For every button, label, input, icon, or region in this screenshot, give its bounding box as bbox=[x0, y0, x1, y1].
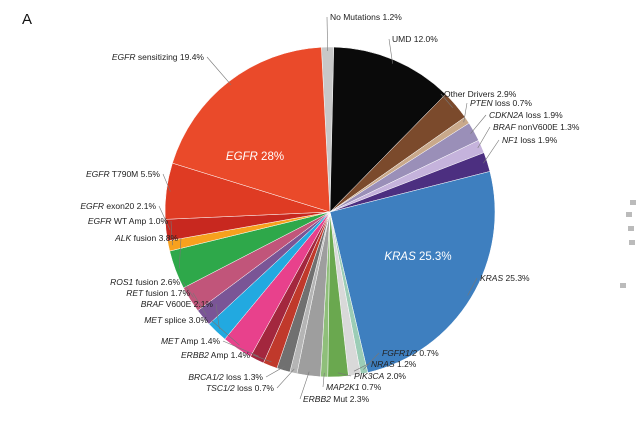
slice-kras-25-3 bbox=[329, 171, 496, 373]
slice-label: EGFR T790M 5.5% bbox=[86, 169, 160, 179]
leader-line bbox=[463, 102, 468, 123]
leader-line bbox=[483, 139, 500, 164]
leader-line bbox=[265, 366, 285, 378]
leader-line bbox=[158, 205, 171, 230]
inner-label: KRAS 25.3% bbox=[384, 251, 451, 263]
slice-label: MAP2K1 0.7% bbox=[326, 382, 382, 392]
slice-label: EGFR sensitizing 19.4% bbox=[112, 52, 205, 62]
slice-label: TSC1/2 loss 0.7% bbox=[206, 383, 274, 393]
panel-label: A bbox=[22, 11, 32, 28]
leader-line bbox=[192, 292, 207, 316]
slice-label: KRAS 25.3% bbox=[480, 273, 530, 283]
leader-line bbox=[467, 277, 478, 296]
leader-line bbox=[299, 371, 310, 400]
leader-lines bbox=[158, 16, 500, 400]
leader-line bbox=[222, 340, 259, 357]
leader-line bbox=[388, 38, 393, 64]
slice-label: PIK3CA 2.0% bbox=[354, 371, 406, 381]
leader-line bbox=[363, 352, 380, 370]
leader-line bbox=[210, 319, 240, 346]
leader-line bbox=[337, 372, 352, 377]
slice-label: CDKN2A loss 1.9% bbox=[489, 110, 563, 120]
leader-line bbox=[276, 368, 295, 389]
slice-label: ERBB2 Mut 2.3% bbox=[303, 394, 370, 404]
slice-label: No Mutations 1.2% bbox=[330, 12, 402, 22]
slice-umd-12-0 bbox=[329, 46, 446, 213]
slice-label: MET splice 3.0% bbox=[144, 315, 208, 325]
slice-label: ROS1 fusion 2.6% bbox=[110, 277, 180, 287]
cropped-mark bbox=[628, 226, 634, 231]
cropped-panel-edge bbox=[620, 200, 636, 288]
cropped-mark bbox=[630, 200, 636, 205]
slice-label: BRCA1/2 loss 1.3% bbox=[188, 372, 263, 382]
cropped-mark bbox=[626, 212, 632, 217]
inner-label: EGFR 28% bbox=[226, 151, 284, 163]
cropped-mark bbox=[620, 283, 626, 288]
slice-label: NF1 loss 1.9% bbox=[502, 135, 558, 145]
slice-label: MET Amp 1.4% bbox=[161, 336, 221, 346]
leader-line bbox=[162, 173, 171, 192]
leader-line bbox=[182, 281, 194, 298]
leader-line bbox=[477, 126, 491, 149]
slice-label: ALK fusion 3.8% bbox=[114, 233, 178, 243]
slice-label: EGFR exon20 2.1% bbox=[80, 201, 156, 211]
leader-line bbox=[206, 56, 232, 86]
leader-line bbox=[440, 93, 453, 109]
leader-line bbox=[322, 372, 325, 388]
leader-line bbox=[470, 114, 487, 134]
slice-label: ERBB2 Amp 1.4% bbox=[181, 350, 250, 360]
slice-label: PTEN loss 0.7% bbox=[470, 98, 532, 108]
slice-label: BRAF V600E 2.1% bbox=[141, 299, 214, 309]
inner-labels: EGFR 28% KRAS 25.3% bbox=[226, 151, 452, 263]
slice-label: UMD 12.0% bbox=[392, 34, 438, 44]
slice-label: EGFR WT Amp 1.0% bbox=[88, 216, 169, 226]
slice-label: BRAF nonV600E 1.3% bbox=[493, 122, 580, 132]
pie-slices bbox=[164, 46, 496, 378]
slice-label: RET fusion 1.7% bbox=[126, 288, 190, 298]
leader-line bbox=[252, 354, 272, 363]
slice-label: NRAS 1.2% bbox=[371, 359, 417, 369]
slice-label: FGFR1/2 0.7% bbox=[382, 348, 439, 358]
leader-line bbox=[170, 220, 173, 246]
leader-line bbox=[215, 303, 220, 330]
leader-line bbox=[178, 237, 182, 269]
slice-labels: No Mutations 1.2% UMD 12.0% Other Drivers … bbox=[80, 12, 580, 404]
leader-line bbox=[353, 363, 369, 372]
leader-line bbox=[326, 16, 328, 52]
cropped-mark bbox=[629, 240, 635, 245]
slice-label: Other Drivers 2.9% bbox=[444, 89, 517, 99]
